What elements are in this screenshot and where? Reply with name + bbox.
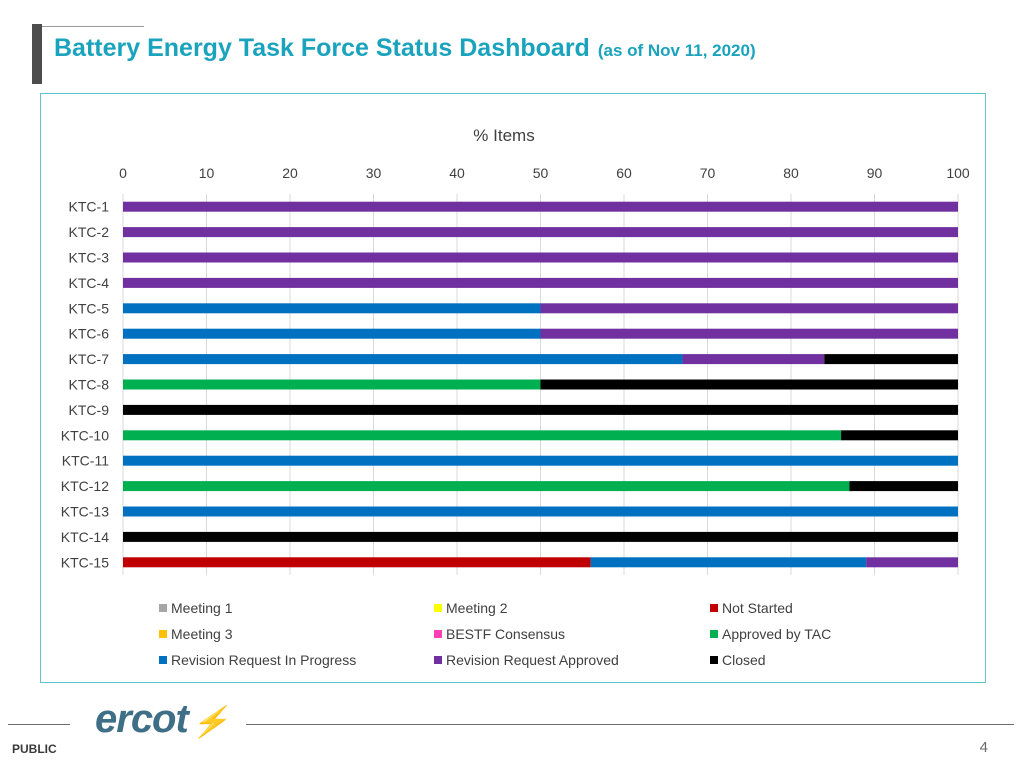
bar-segment-closed (841, 430, 958, 441)
y-category-label: KTC-15 (61, 554, 109, 570)
legend-label: Approved by TAC (722, 626, 831, 642)
legend-label: Revision Request Approved (446, 652, 619, 668)
y-category-label: KTC-9 (69, 402, 110, 418)
bar-segment-revision-request-approved (540, 303, 958, 314)
x-tick-label: 20 (282, 165, 298, 181)
legend-label: BESTF Consensus (446, 626, 565, 642)
footer-rule-left (8, 724, 70, 725)
legend-swatch (710, 604, 718, 612)
bar-segment-closed (849, 481, 958, 492)
y-category-label: KTC-1 (69, 199, 110, 215)
bar-segment-closed (540, 379, 958, 390)
legend-swatch (159, 656, 167, 664)
ercot-logo: ercot ⚡ (95, 697, 229, 742)
title-accent-bar (32, 24, 42, 84)
chart-frame: % Items 0 10 20 30 40 50 60 70 80 90 100 KTC-1 KTC-2 K… (40, 93, 986, 683)
bar-segment-revision-request-in-progress (123, 506, 958, 517)
legend-swatch (434, 630, 442, 638)
legend-label: Meeting 3 (171, 626, 233, 642)
bar-segment-revision-request-in-progress (123, 354, 683, 365)
y-category-label: KTC-14 (61, 529, 109, 545)
y-category-label: KTC-2 (69, 224, 110, 240)
legend-label: Revision Request In Progress (171, 652, 356, 668)
bar-segment-revision-request-approved (540, 328, 958, 339)
page-number: 4 (979, 739, 988, 756)
x-tick-label: 10 (199, 165, 215, 181)
page-title: Battery Energy Task Force Status Dashboa… (54, 34, 756, 63)
legend-label: Not Started (722, 600, 793, 616)
x-tick-label: 30 (366, 165, 382, 181)
y-category-label: KTC-10 (61, 427, 109, 443)
logo-mark-icon: ⚡ (191, 706, 229, 739)
y-category-label: KTC-5 (69, 300, 110, 316)
legend-swatch (434, 604, 442, 612)
bar-segment-revision-request-approved (866, 557, 958, 568)
title-text: Battery Energy Task Force Status Dashboa… (54, 34, 590, 62)
y-category-label: KTC-12 (61, 478, 109, 494)
title-rule (42, 26, 144, 27)
bar-segment-revision-request-in-progress (123, 303, 541, 314)
x-tick-label: 80 (783, 165, 799, 181)
status-bar-chart: % Items 0 10 20 30 40 50 60 70 80 90 100 KTC-1 KTC-2 K… (61, 126, 970, 668)
bar-segment-not-started (123, 557, 591, 568)
logo-text: ercot (95, 697, 189, 741)
bar-segment-revision-request-approved (123, 227, 958, 238)
chart-title: % Items (473, 126, 534, 145)
x-tick-label: 70 (700, 165, 716, 181)
y-category-label: KTC-13 (61, 504, 109, 520)
bar-segment-approved-by-tac (123, 379, 541, 390)
bar-segment-revision-request-approved (682, 354, 825, 365)
y-category-label: KTC-11 (62, 453, 109, 469)
y-category-label: KTC-4 (69, 275, 110, 291)
bar-segment-revision-request-approved (123, 201, 958, 212)
legend-swatch (434, 656, 442, 664)
x-tick-label: 0 (119, 165, 127, 181)
title-date: (as of Nov 11, 2020) (597, 41, 756, 60)
y-category-label: KTC-7 (69, 351, 110, 367)
x-tick-label: 90 (867, 165, 883, 181)
legend-swatch (159, 604, 167, 612)
x-tick-label: 40 (449, 165, 465, 181)
legend-swatch (159, 630, 167, 638)
bar-segment-closed (123, 531, 958, 542)
bar-segment-revision-request-in-progress (590, 557, 867, 568)
footer-rule-right (246, 724, 1014, 725)
bar-segment-revision-request-approved (123, 277, 958, 288)
bar-segment-revision-request-approved (123, 252, 958, 263)
legend-label: Meeting 1 (171, 600, 233, 616)
bar-segment-closed (824, 354, 958, 365)
y-category-label: KTC-6 (69, 326, 110, 342)
y-category-label: KTC-3 (69, 250, 110, 266)
bar-segment-revision-request-in-progress (123, 328, 541, 339)
legend-label: Closed (722, 652, 766, 668)
x-tick-label: 100 (946, 165, 970, 181)
classification-label: PUBLIC (12, 742, 57, 756)
bar-segment-closed (123, 404, 958, 415)
x-tick-label: 60 (616, 165, 632, 181)
bar-segment-approved-by-tac (123, 430, 842, 441)
legend-label: Meeting 2 (446, 600, 508, 616)
legend-swatch (710, 656, 718, 664)
legend-swatch (710, 630, 718, 638)
x-tick-label: 50 (533, 165, 549, 181)
bar-segment-revision-request-in-progress (123, 455, 958, 466)
y-category-label: KTC-8 (69, 377, 110, 393)
bar-segment-approved-by-tac (123, 481, 850, 492)
